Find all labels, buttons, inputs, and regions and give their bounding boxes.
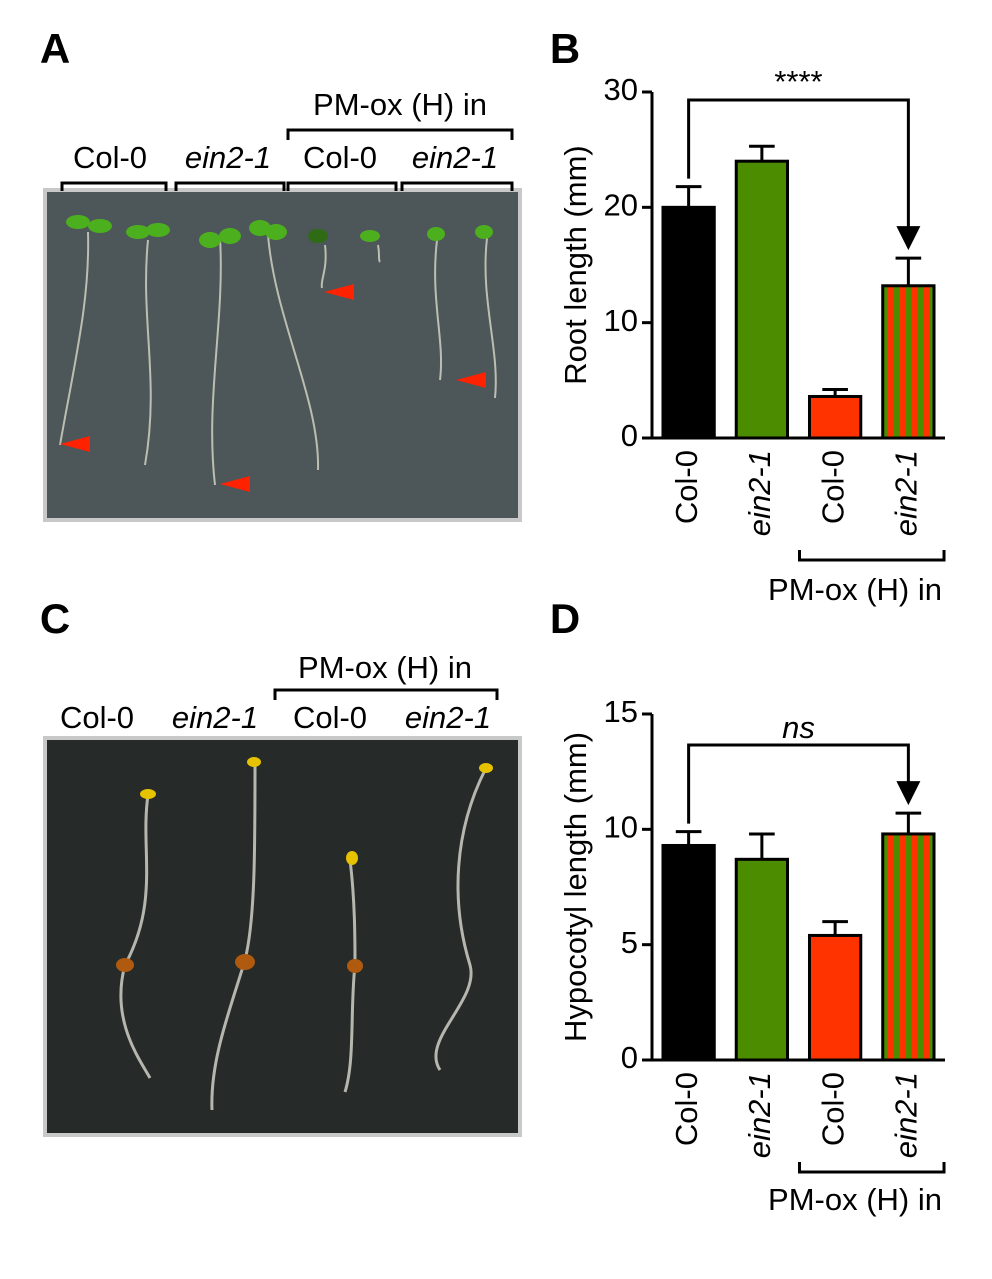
- bar: [809, 935, 860, 1060]
- y-tick-label: 0: [621, 418, 638, 453]
- panel-label: B: [550, 25, 580, 72]
- sample-label: Col-0: [73, 140, 147, 175]
- bar: [663, 207, 714, 438]
- panel-label: C: [40, 595, 70, 642]
- comparison-bracket: [689, 100, 909, 230]
- sample-label: ein2-1: [412, 140, 498, 175]
- sample-label: ein2-1: [185, 140, 271, 175]
- bar: [883, 286, 934, 438]
- comparison-bracket: [689, 745, 909, 824]
- sample-label: Col-0: [293, 700, 367, 735]
- bar: [883, 834, 934, 1060]
- group-bracket: [288, 130, 512, 140]
- x-tick-label: ein2-1: [889, 1072, 924, 1158]
- y-tick-label: 20: [604, 188, 638, 223]
- y-tick-label: 10: [604, 303, 638, 338]
- y-tick-label: 15: [604, 694, 638, 729]
- group-label: PM-ox (H) in: [768, 1182, 942, 1217]
- x-tick-label: Col-0: [815, 1072, 850, 1146]
- panel-label: D: [550, 595, 580, 642]
- y-tick-label: 10: [604, 810, 638, 845]
- group-bracket: [275, 690, 497, 700]
- y-tick-label: 30: [604, 72, 638, 107]
- bar: [736, 859, 787, 1060]
- x-tick-label: Col-0: [669, 1072, 704, 1146]
- sample-label: Col-0: [303, 140, 377, 175]
- x-tick-label: Col-0: [815, 450, 850, 524]
- group-label: PM-ox (H) in: [298, 650, 472, 685]
- group-label: PM-ox (H) in: [313, 87, 487, 122]
- y-tick-label: 5: [621, 925, 638, 960]
- comparison-arrow: [896, 781, 920, 805]
- group-bracket: [799, 1162, 944, 1172]
- bar: [809, 396, 860, 438]
- x-tick-label: Col-0: [669, 450, 704, 524]
- photo-a: [45, 190, 520, 520]
- annotation: ****: [774, 64, 822, 99]
- x-tick-label: ein2-1: [742, 1072, 777, 1158]
- bar: [663, 845, 714, 1060]
- x-tick-label: ein2-1: [889, 450, 924, 536]
- sample-label: ein2-1: [405, 700, 491, 735]
- group-bracket: [799, 550, 944, 560]
- photo-c: [45, 738, 520, 1135]
- y-axis-label: Hypocotyl length (mm): [558, 732, 593, 1042]
- sample-label: ein2-1: [172, 700, 258, 735]
- bar: [736, 161, 787, 438]
- x-tick-label: ein2-1: [742, 450, 777, 536]
- group-label: PM-ox (H) in: [768, 572, 942, 607]
- comparison-arrow: [896, 226, 920, 250]
- annotation: ns: [782, 710, 815, 745]
- y-axis-label: Root length (mm): [558, 145, 593, 384]
- panel-label: A: [40, 25, 70, 72]
- y-tick-label: 0: [621, 1040, 638, 1075]
- sample-label: Col-0: [60, 700, 134, 735]
